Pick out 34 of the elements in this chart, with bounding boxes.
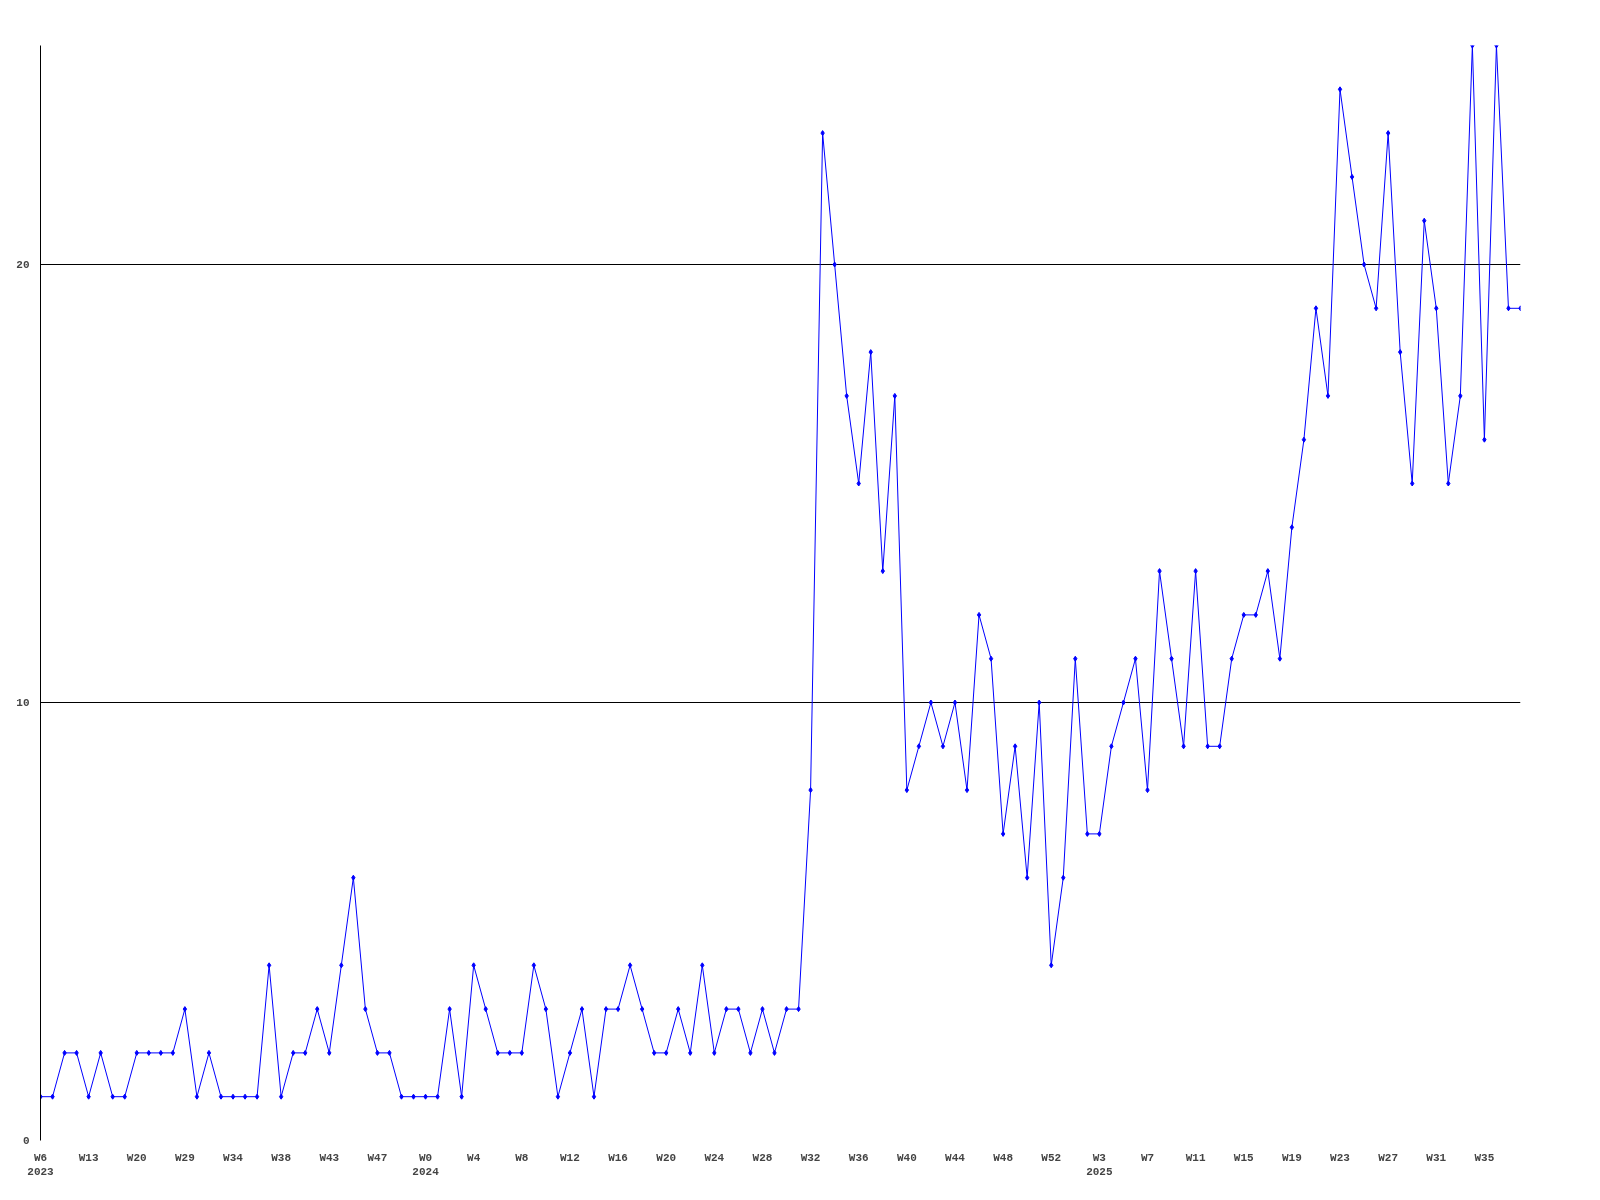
x-tick-label: W23 xyxy=(1330,1151,1351,1164)
x-tick-label: W27 xyxy=(1378,1151,1399,1164)
x-tick-label: W48 xyxy=(993,1151,1014,1164)
x-tick-label: W35 xyxy=(1474,1151,1495,1164)
x-tick-label: W16 xyxy=(608,1151,628,1164)
y-tick-label: 0 xyxy=(22,1135,30,1147)
x-tick-label: W34 xyxy=(223,1151,244,1164)
x-tick-label: W36 xyxy=(848,1151,869,1164)
x-tick-label: W38 xyxy=(271,1151,292,1164)
x-tick-label: W20 xyxy=(656,1151,677,1164)
x-tick-label: W15 xyxy=(1233,1151,1255,1164)
x-tick-label: W31 xyxy=(1426,1151,1447,1164)
x-tick-label: W32 xyxy=(800,1151,821,1164)
x-tick-label: W4 xyxy=(467,1151,481,1164)
x-tick-label: W52 xyxy=(1041,1151,1062,1164)
x-tick-label: W40 xyxy=(896,1151,917,1164)
x-tick-label: W24 xyxy=(704,1151,725,1164)
y-tick-label: 20 xyxy=(16,259,30,271)
x-tick-label: W28 xyxy=(752,1151,773,1164)
x-tick-label: W6 2023 xyxy=(27,1151,55,1178)
x-tick-label: W11 xyxy=(1185,1151,1206,1164)
x-tick-label: W44 xyxy=(945,1151,966,1164)
x-tick-label: W0 2024 xyxy=(412,1151,440,1178)
x-tick-label: W19 xyxy=(1281,1151,1302,1164)
x-tick-label: W20 xyxy=(126,1151,147,1164)
x-tick-label: W8 xyxy=(515,1151,529,1164)
y-tick-label: 10 xyxy=(16,697,30,709)
x-tick-label: W47 xyxy=(367,1151,388,1164)
x-tick-label: W13 xyxy=(78,1151,99,1164)
x-tick-label: W12 xyxy=(560,1151,580,1164)
x-tick-label: W43 xyxy=(319,1151,340,1164)
x-tick-label: W3 2025 xyxy=(1086,1151,1113,1178)
x-tick-label: W7 xyxy=(1140,1151,1155,1164)
x-tick-label: W29 xyxy=(174,1151,195,1164)
